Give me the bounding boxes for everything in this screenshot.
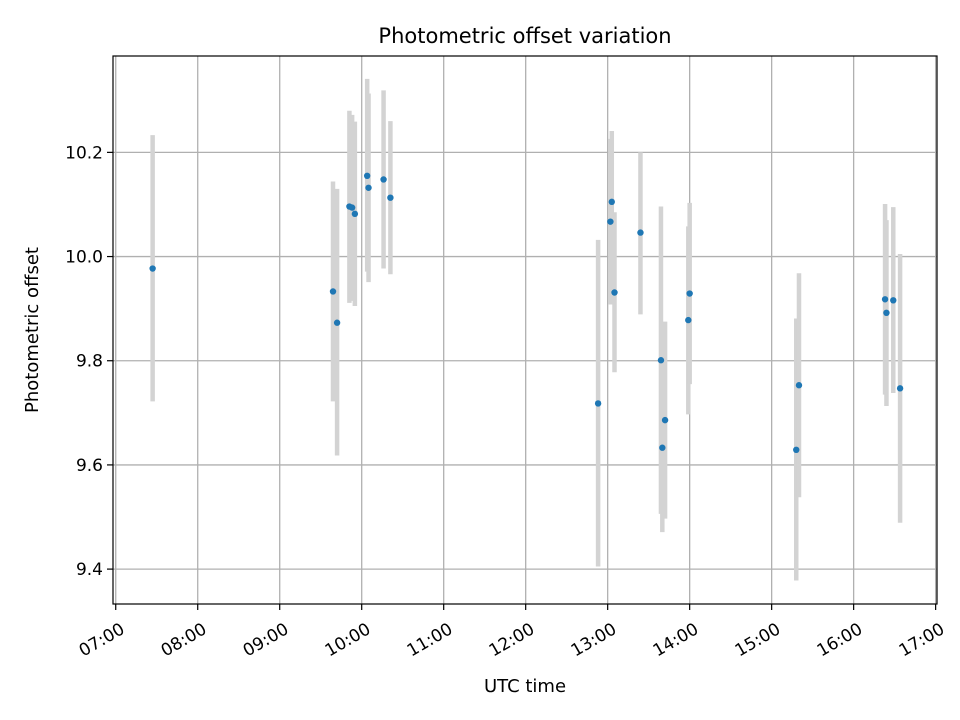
x-tick-label: 09:00 <box>240 619 292 661</box>
chart-title: Photometric offset variation <box>378 24 671 48</box>
data-point <box>659 444 666 451</box>
y-tick-label: 9.8 <box>76 352 103 372</box>
data-point <box>661 416 669 424</box>
x-tick-label: 14:00 <box>650 619 702 661</box>
data-point <box>351 210 359 218</box>
y-tick-label: 9.6 <box>76 456 103 476</box>
data-point <box>686 290 693 297</box>
plot-background <box>113 56 937 604</box>
data-point <box>896 385 904 392</box>
x-tick-label: 17:00 <box>896 619 948 661</box>
x-tick-label: 08:00 <box>158 619 210 661</box>
plot-frame <box>112 55 938 605</box>
data-point <box>611 289 618 296</box>
x-axis-label: UTC time <box>484 676 566 697</box>
x-tick-label: 16:00 <box>814 619 866 661</box>
data-point <box>890 297 897 304</box>
data-point <box>363 172 371 180</box>
data-point <box>881 296 889 303</box>
data-point <box>607 218 614 225</box>
y-axis: 9.4 9.6 9.8 10.0 10.2 <box>65 143 113 580</box>
data-point <box>149 265 156 272</box>
x-axis: 07:00 08:00 09:00 10:00 11:00 12:00 13:00 14:00… <box>76 604 948 661</box>
y-tick-label: 10.0 <box>65 248 103 268</box>
x-tick-label: 15:00 <box>732 619 784 661</box>
data-point <box>365 184 372 191</box>
data-point <box>387 194 394 201</box>
data-point <box>594 400 602 407</box>
y-axis-label: Photometric offset <box>22 247 43 413</box>
data-point <box>685 316 692 324</box>
data-point <box>608 198 615 206</box>
y-tick-label: 10.2 <box>65 143 103 163</box>
data-point <box>637 229 644 236</box>
data-point <box>657 357 665 364</box>
data-point <box>333 319 341 326</box>
x-tick-label: 10:00 <box>322 619 374 661</box>
data-points <box>149 172 904 454</box>
x-tick-label: 07:00 <box>76 619 128 661</box>
data-point <box>883 309 890 317</box>
data-point <box>793 446 800 454</box>
y-tick-label: 9.4 <box>76 560 103 580</box>
x-tick-label: 11:00 <box>404 619 456 661</box>
x-tick-label: 12:00 <box>486 619 538 661</box>
data-point <box>348 204 356 211</box>
data-point <box>795 382 803 389</box>
data-point <box>380 176 387 183</box>
data-point <box>329 288 337 295</box>
x-tick-label: 13:00 <box>568 619 620 661</box>
